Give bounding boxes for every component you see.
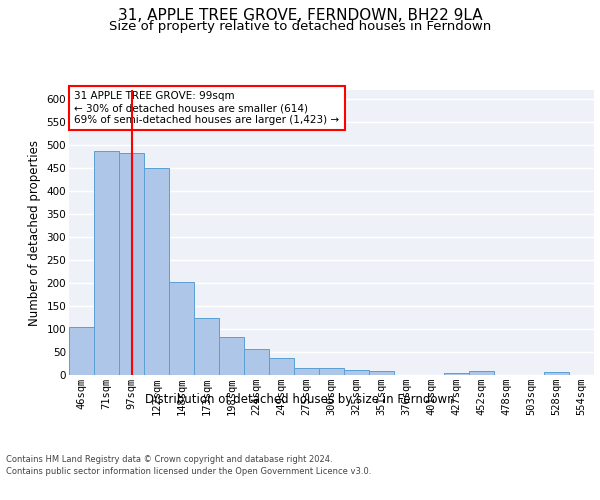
- Bar: [469, 372, 494, 375]
- Text: 31 APPLE TREE GROVE: 99sqm
← 30% of detached houses are smaller (614)
69% of sem: 31 APPLE TREE GROVE: 99sqm ← 30% of deta…: [74, 92, 340, 124]
- Bar: [444, 372, 469, 375]
- Bar: [294, 368, 319, 375]
- Y-axis label: Number of detached properties: Number of detached properties: [28, 140, 41, 326]
- Bar: [269, 358, 294, 375]
- Bar: [219, 337, 244, 375]
- Bar: [369, 372, 394, 375]
- Text: 31, APPLE TREE GROVE, FERNDOWN, BH22 9LA: 31, APPLE TREE GROVE, FERNDOWN, BH22 9LA: [118, 8, 482, 22]
- Bar: [544, 372, 569, 375]
- Bar: [69, 326, 94, 375]
- Bar: [319, 368, 344, 375]
- Text: Distribution of detached houses by size in Ferndown: Distribution of detached houses by size …: [145, 392, 455, 406]
- Bar: [244, 349, 269, 375]
- Bar: [94, 151, 119, 375]
- Bar: [119, 153, 144, 375]
- Bar: [144, 168, 169, 375]
- Text: Contains HM Land Registry data © Crown copyright and database right 2024.: Contains HM Land Registry data © Crown c…: [6, 455, 332, 464]
- Bar: [194, 318, 219, 375]
- Bar: [169, 282, 194, 375]
- Bar: [344, 370, 369, 375]
- Text: Size of property relative to detached houses in Ferndown: Size of property relative to detached ho…: [109, 20, 491, 33]
- Text: Contains public sector information licensed under the Open Government Licence v3: Contains public sector information licen…: [6, 468, 371, 476]
